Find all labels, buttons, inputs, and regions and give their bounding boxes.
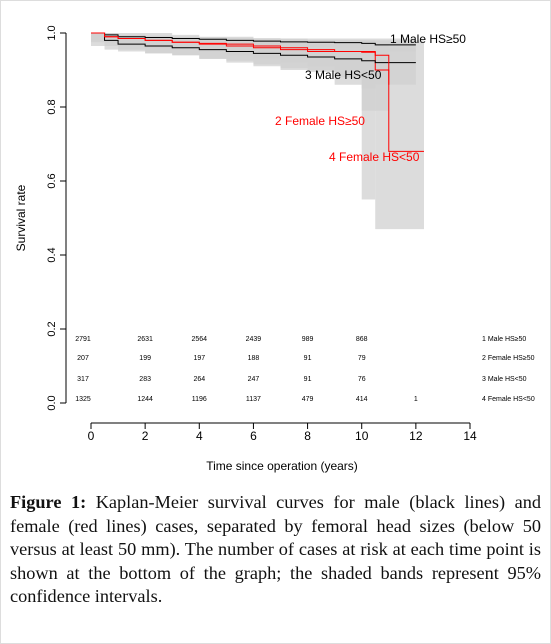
x-tick-label: 10 bbox=[355, 429, 369, 443]
y-tick-label: 0.4 bbox=[46, 247, 58, 262]
at-risk-count: 76 bbox=[358, 376, 366, 383]
at-risk-count: 317 bbox=[77, 376, 89, 383]
chart: Time since operation (years) Survival ra… bbox=[14, 25, 535, 473]
x-tick-label: 2 bbox=[142, 429, 149, 443]
at-risk-count: 188 bbox=[248, 355, 260, 362]
at-risk-count: 2564 bbox=[191, 336, 207, 343]
survival-curve bbox=[91, 32, 416, 46]
curve-label: 3 Male HS<50 bbox=[305, 68, 382, 82]
confidence-band bbox=[91, 33, 416, 200]
y-tick-label: 0.6 bbox=[46, 173, 58, 188]
at-risk-row-label: 2 Female HS≥50 bbox=[482, 355, 535, 362]
at-risk-count: 283 bbox=[139, 376, 151, 383]
x-tick-label: 8 bbox=[304, 429, 311, 443]
at-risk-count: 2439 bbox=[246, 336, 262, 343]
caption-text: Kaplan-Meier survival curves for male (b… bbox=[10, 492, 541, 606]
curve-label: 2 Female HS≥50 bbox=[275, 114, 365, 128]
at-risk-count: 479 bbox=[302, 396, 314, 403]
at-risk-row-label: 4 Female HS<50 bbox=[482, 396, 535, 403]
at-risk-count: 91 bbox=[304, 376, 312, 383]
y-tick-label: 0.2 bbox=[46, 321, 58, 336]
caption-label: Figure 1: bbox=[10, 492, 87, 512]
confidence-band bbox=[91, 33, 424, 230]
at-risk-count: 1244 bbox=[137, 396, 153, 403]
y-tick-label: 0.0 bbox=[46, 395, 58, 410]
at-risk-count: 79 bbox=[358, 355, 366, 362]
at-risk-count: 197 bbox=[193, 355, 205, 362]
at-risk-count: 989 bbox=[302, 336, 314, 343]
at-risk-count: 207 bbox=[77, 355, 89, 362]
x-tick-label: 4 bbox=[196, 429, 203, 443]
x-tick-label: 12 bbox=[409, 429, 423, 443]
at-risk-count: 868 bbox=[356, 336, 368, 343]
at-risk-count: 414 bbox=[356, 396, 368, 403]
survival-curve bbox=[91, 32, 416, 64]
at-risk-count: 91 bbox=[304, 355, 312, 362]
at-risk-count: 2791 bbox=[75, 336, 91, 343]
at-risk-count: 264 bbox=[193, 376, 205, 383]
at-risk-count: 199 bbox=[139, 355, 151, 362]
caption: Figure 1: Kaplan-Meier survival curves f… bbox=[10, 491, 541, 609]
curve-label: 1 Male HS≥50 bbox=[390, 32, 466, 46]
x-tick-label: 14 bbox=[463, 429, 477, 443]
x-tick-label: 6 bbox=[250, 429, 257, 443]
at-risk-count: 2631 bbox=[137, 336, 153, 343]
curve-label: 4 Female HS<50 bbox=[329, 150, 420, 164]
at-risk-row-label: 3 Male HS<50 bbox=[482, 376, 527, 383]
y-tick-label: 0.8 bbox=[46, 99, 58, 114]
at-risk-count: 1196 bbox=[192, 396, 207, 403]
at-risk-row-label: 1 Male HS≥50 bbox=[482, 336, 526, 343]
y-tick-label: 1.0 bbox=[46, 25, 58, 40]
at-risk-count: 1 bbox=[414, 396, 418, 403]
y-axis-label: Survival rate bbox=[14, 184, 28, 251]
at-risk-count: 1137 bbox=[246, 396, 261, 403]
x-axis-label: Time since operation (years) bbox=[206, 459, 358, 473]
survival-curve bbox=[91, 32, 424, 152]
x-tick-label: 0 bbox=[88, 429, 95, 443]
at-risk-count: 1325 bbox=[75, 396, 91, 403]
at-risk-count: 247 bbox=[248, 376, 260, 383]
